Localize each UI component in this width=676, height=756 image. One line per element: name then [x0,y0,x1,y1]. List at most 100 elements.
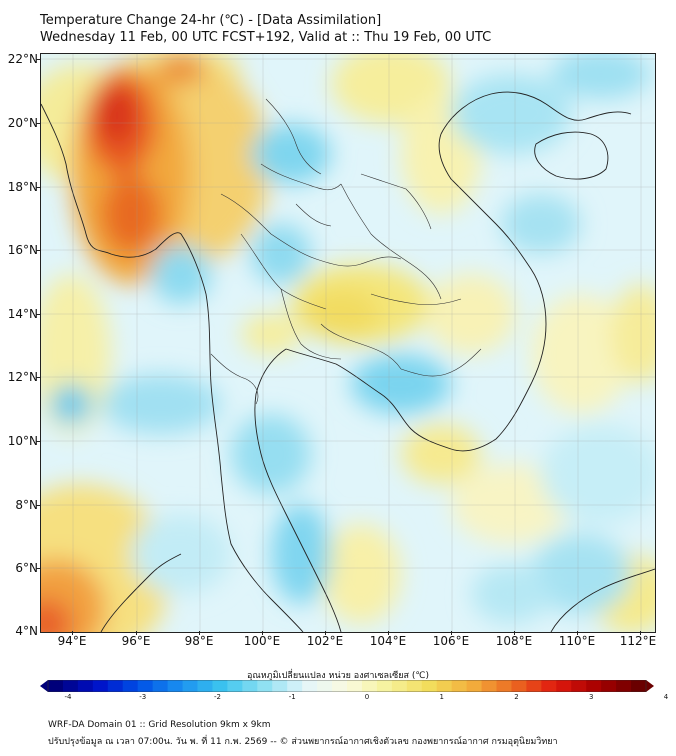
lon-tick [325,631,326,635]
temperature-field-map [41,54,655,632]
colorbar-segment [212,680,228,692]
colorbar-tick-label: 2 [514,693,519,701]
lat-tick [36,59,40,60]
colorbar-segment [48,680,64,692]
lon-tick [72,631,73,635]
lat-tick [36,314,40,315]
colorbar-segment [601,680,617,692]
lon-label-110e: 110°E [558,634,596,648]
colorbar-max-arrow [646,680,654,692]
lon-label-106e: 106°E [432,634,470,648]
colorbar-segment [62,680,79,692]
colorbar-segment [451,680,468,692]
colorbar-segment [167,680,184,692]
lon-label-100e: 100°E [243,634,281,648]
lon-tick [514,631,515,635]
colorbar-title: อุณหภูมิเปลี่ยนแปลง หน่วย องศาเซลเซียส (… [246,671,430,681]
graticule [41,54,655,632]
colorbar-segment [481,680,497,692]
colorbar-segment [466,680,483,692]
colorbar-segment [526,680,542,692]
colorbar-segment [616,680,632,692]
lon-label-98e: 98°E [184,634,214,648]
colorbar-tick-label: 0 [364,693,370,701]
lat-label-6n: 6°N [15,561,38,575]
lon-tick [262,631,263,635]
colorbar-tick-label: -4 [64,693,72,701]
lat-label-16n: 16°N [7,243,38,257]
lon-tick [388,631,389,635]
colorbar-segment [257,680,273,692]
colorbar-segment [541,680,557,692]
colorbar-segment [631,680,647,692]
colorbar-segment [107,680,124,692]
colorbar-outline [47,680,647,692]
colorbar-segment [332,680,348,692]
colorbar-tick-label: 4 [663,693,669,701]
colorbar-tick-label: 1 [439,693,444,701]
colorbar-segment [436,680,453,692]
coastlines [41,91,655,632]
footer-credit: ปรับปรุงข้อมูล ณ เวลา 07:00น. วัน พ. ที่… [48,737,558,747]
lat-tick [36,250,40,251]
colorbar-segment [376,680,393,692]
lon-label-108e: 108°E [495,634,533,648]
map-panel[interactable] [40,53,656,633]
colorbar-tick-label: 3 [589,693,594,701]
footer-model-info: WRF-DA Domain 01 :: Grid Resolution 9km … [48,720,271,730]
colorbar-tick-label: -2 [214,693,221,701]
colorbar [40,680,654,692]
lon-tick [640,631,641,635]
lat-label-8n: 8°N [15,498,38,512]
colorbar-segment [347,680,363,692]
colorbar-segment [391,680,408,692]
colorbar-tick-label: -3 [139,693,147,701]
colorbar-min-arrow [40,680,48,692]
colorbar-segment [406,680,423,692]
lat-label-4n: 4°N [15,624,38,638]
lon-label-112e: 112°E [619,634,657,648]
lon-tick [451,631,452,635]
lon-tick [577,631,578,635]
colorbar-segment [182,680,198,692]
lon-label-96e: 96°E [121,634,151,648]
lat-tick [36,441,40,442]
lat-tick [36,123,40,124]
colorbar-tick-label: -1 [288,693,296,701]
chart-title: Temperature Change 24-hr (℃) - [Data Ass… [40,12,491,46]
lon-label-104e: 104°E [369,634,407,648]
title-line-1: Temperature Change 24-hr (℃) - [Data Ass… [40,13,382,28]
lat-tick [36,377,40,378]
colorbar-segment [92,680,109,692]
admin-boundaries [210,98,482,405]
colorbar-segment [197,680,213,692]
colorbar-segment [586,680,602,692]
lat-label-22n: 22°N [7,52,38,66]
lon-label-102e: 102°E [306,634,344,648]
lat-tick [36,505,40,506]
lat-label-18n: 18°N [7,180,38,194]
lat-label-10n: 10°N [7,434,38,448]
colorbar-segment [556,680,572,692]
lat-label-12n: 12°N [7,370,38,384]
lat-label-20n: 20°N [7,116,38,130]
lat-tick [36,568,40,569]
colorbar-segment [421,680,438,692]
colorbar-segment [361,680,378,692]
colorbar-segment [152,680,169,692]
lon-tick [136,631,137,635]
title-line-2: Wednesday 11 Feb, 00 UTC FCST+192, Valid… [40,30,492,45]
colorbar-segment [496,680,512,692]
lat-tick [36,187,40,188]
lon-label-94e: 94°E [57,634,87,648]
colorbar-segment [272,680,288,692]
colorbar-segment [77,680,94,692]
colorbar-segment [122,680,139,692]
colorbar-segment [302,680,318,692]
colorbar-segment [511,680,527,692]
colorbar-segment [317,680,333,692]
lat-label-14n: 14°N [7,307,38,321]
colorbar-segment [571,680,587,692]
colorbar-segment [227,680,243,692]
colorbar-segment [287,680,303,692]
